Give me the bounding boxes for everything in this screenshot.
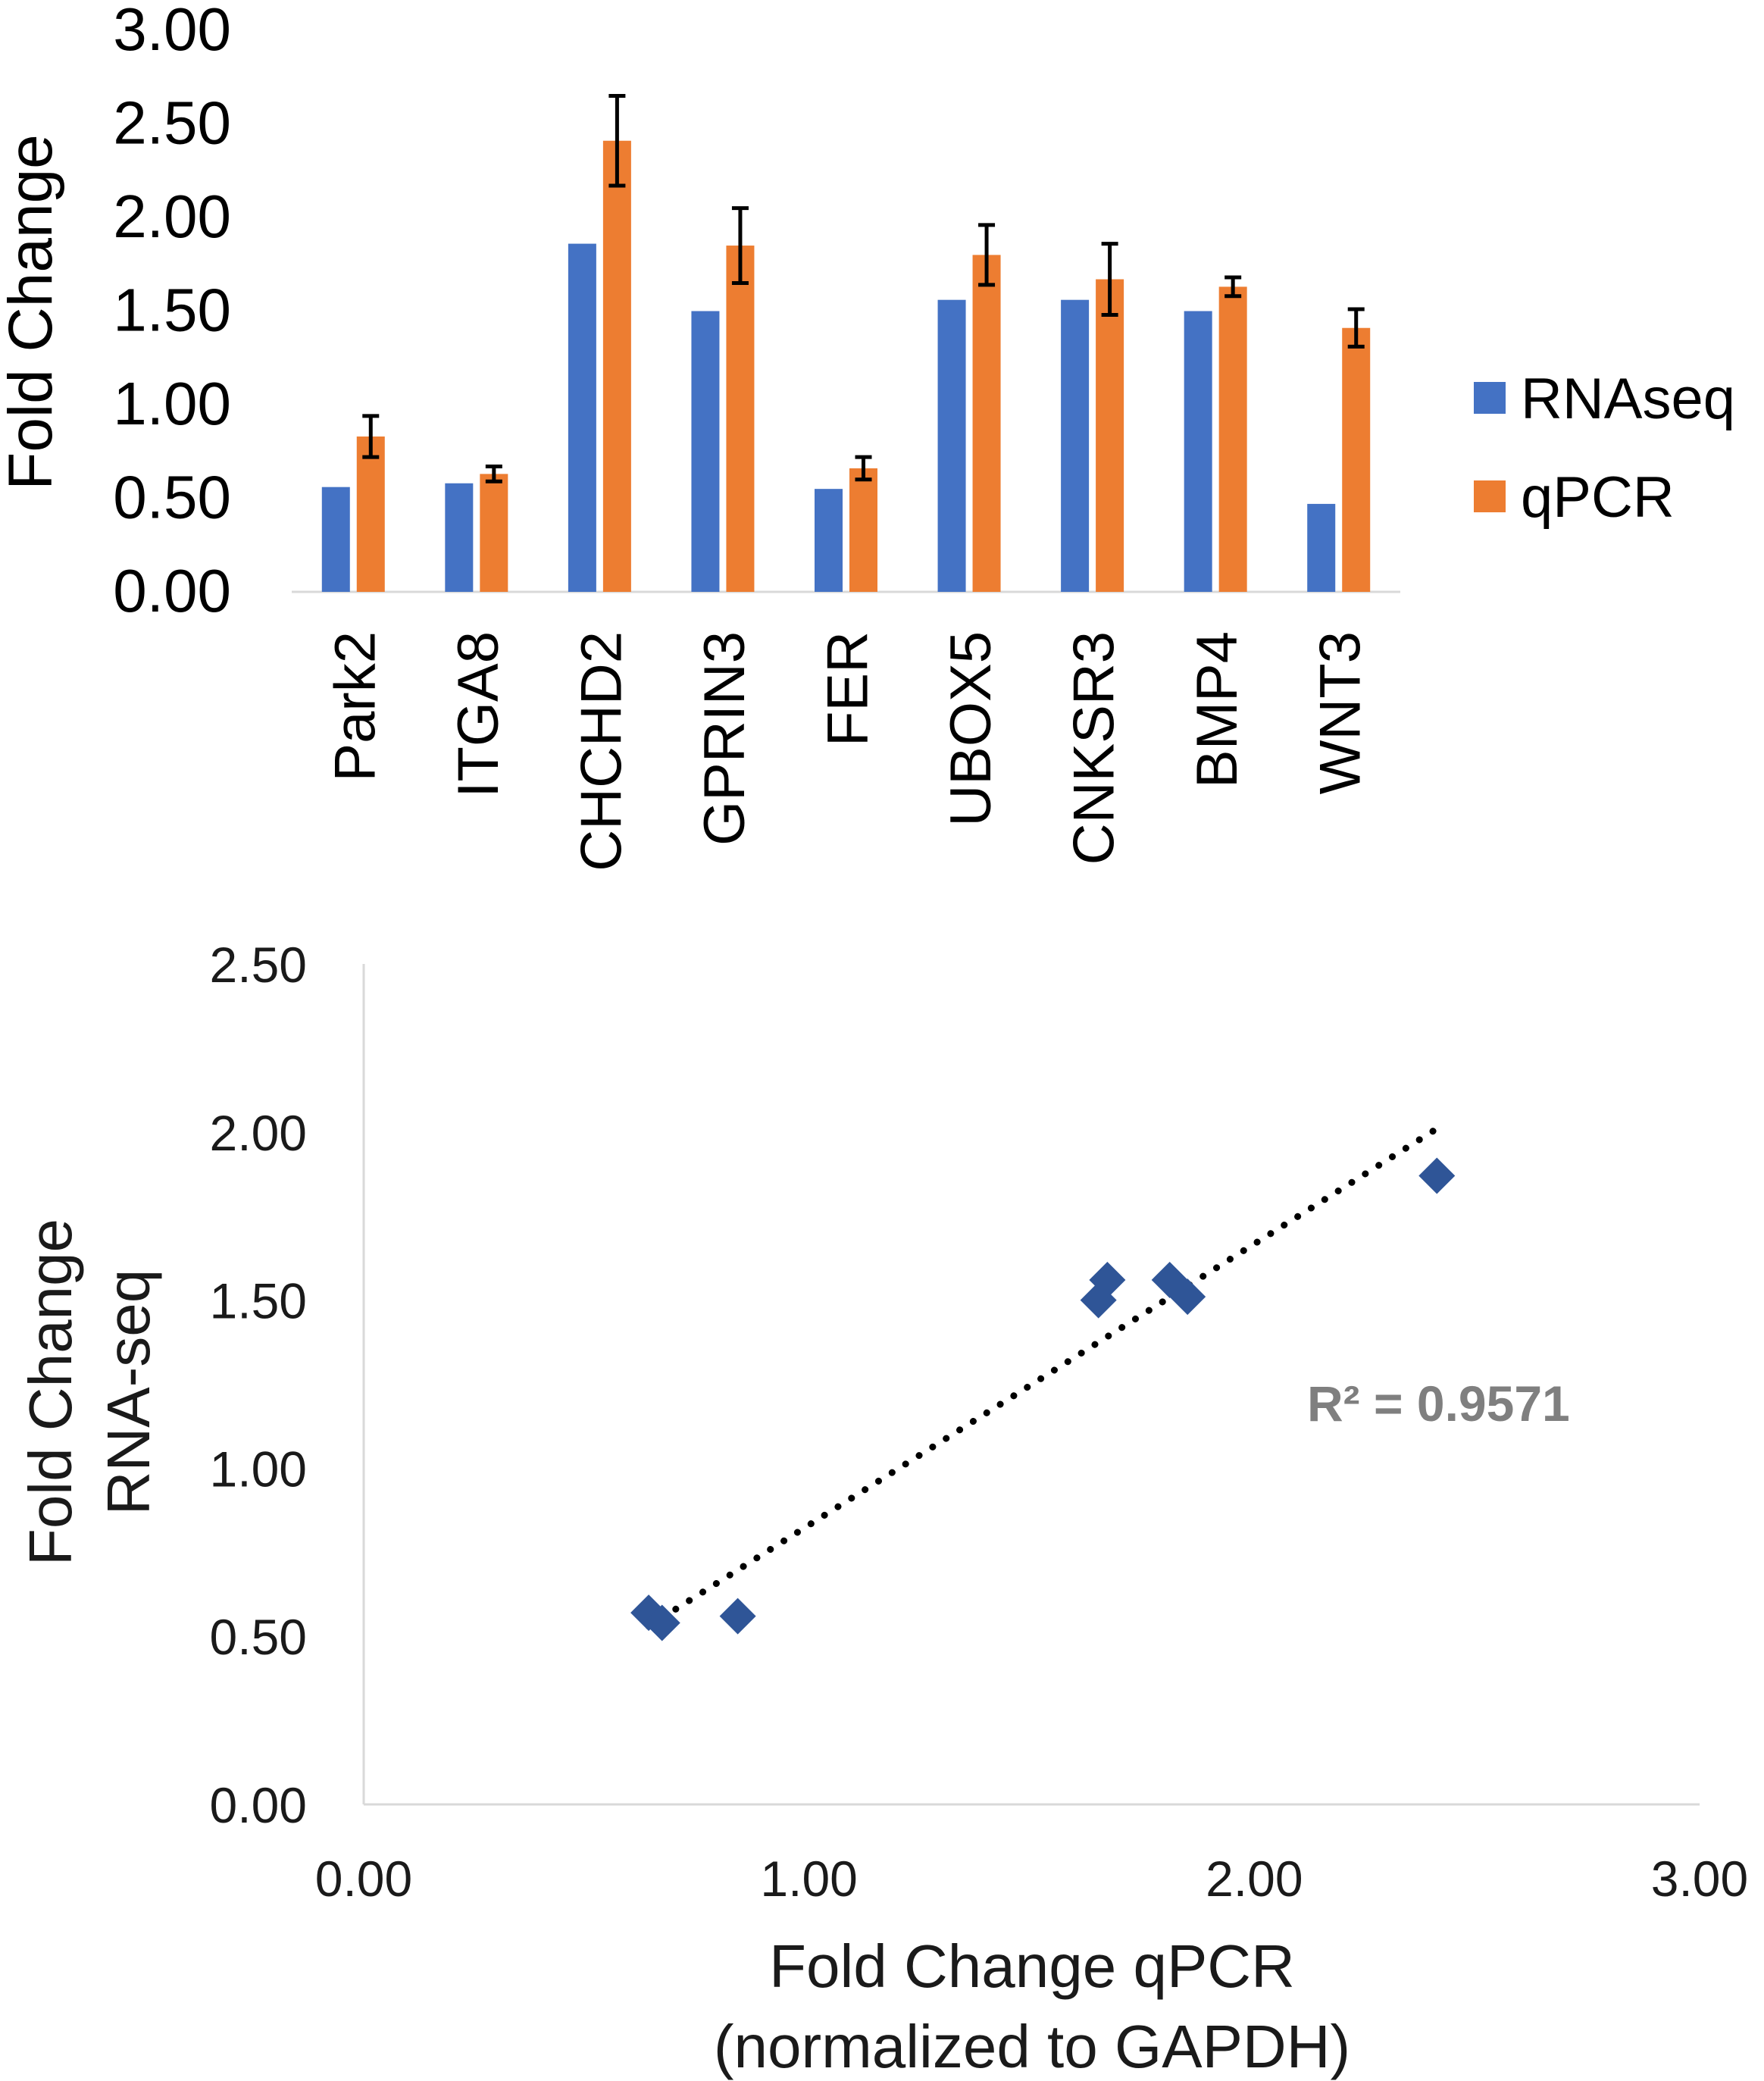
x-tick-label: GPRIN3 — [693, 631, 757, 846]
scatter-point — [719, 1598, 756, 1635]
error-bar — [978, 223, 996, 287]
x-tick-label: ITGA8 — [446, 631, 511, 798]
scatter-chart: 0.00 0.50 1.00 1.50 2.00 2.50 0.00 1.00 2.00 3.00… — [17, 937, 1748, 2080]
r-squared-label: R² = 0.9571 — [1307, 1375, 1570, 1432]
scatter-point — [1169, 1278, 1206, 1316]
bar-qpcr — [1342, 327, 1371, 592]
scatter-point — [1089, 1261, 1126, 1298]
x-tick-label: BMP4 — [1185, 631, 1250, 788]
x-tick-label: 1.00 — [760, 1851, 857, 1907]
bar-qpcr — [356, 436, 385, 592]
error-bar — [608, 93, 626, 188]
x-axis-title-line2: (normalized to GAPDH) — [714, 2013, 1350, 2080]
y-tick-label: 1.00 — [210, 1441, 307, 1497]
y-tick-label: 0.00 — [113, 557, 231, 624]
bar-rnaseq — [691, 311, 720, 592]
legend-label-rnaseq: RNAseq — [1521, 367, 1735, 431]
bar-qpcr — [1096, 279, 1124, 592]
y-tick-label: 2.50 — [210, 937, 307, 993]
bar-rnaseq — [1307, 503, 1336, 592]
y-tick-label: 2.00 — [210, 1105, 307, 1161]
legend-swatch-qpcr — [1474, 480, 1506, 512]
bar-qpcr — [849, 468, 877, 592]
bar-rnaseq — [1184, 311, 1212, 592]
y-tick-label: 3.00 — [113, 0, 231, 63]
bar-rnaseq — [321, 487, 350, 592]
y-tick-label: 1.00 — [113, 370, 231, 437]
y-tick-label: 0.50 — [113, 464, 231, 531]
legend-swatch-rnaseq — [1474, 382, 1506, 414]
error-bar — [731, 206, 749, 285]
x-tick-label: 2.00 — [1206, 1851, 1303, 1907]
y-tick-label: 0.00 — [210, 1777, 307, 1833]
legend-label-qpcr: qPCR — [1521, 465, 1675, 530]
x-tick-label: 3.00 — [1651, 1851, 1748, 1907]
y-axis-title-line1: Fold Change — [17, 1219, 84, 1566]
error-bar — [855, 455, 872, 482]
y-tick-label: 0.50 — [210, 1609, 307, 1665]
scatter-point — [1418, 1157, 1456, 1194]
x-tick-label: FER — [816, 631, 880, 746]
bar-rnaseq — [1061, 299, 1090, 592]
error-bar — [485, 465, 502, 483]
bar-qpcr — [480, 474, 508, 592]
error-bar — [1224, 275, 1242, 299]
bar-rnaseq — [815, 489, 843, 592]
trendline — [645, 1125, 1440, 1630]
bar-chart: 0.00 0.50 1.00 1.50 2.00 2.50 3.00 Fold Change P… — [0, 0, 1735, 872]
y-tick-label: 1.50 — [210, 1273, 307, 1329]
y-axis-title-line2: RNA-seq — [95, 1269, 162, 1516]
x-tick-label: CNKSR3 — [1062, 631, 1127, 865]
x-tick-label: CHCHD2 — [569, 631, 633, 872]
bar-rnaseq — [568, 243, 596, 592]
error-bar — [362, 414, 380, 459]
scatter-point — [643, 1604, 680, 1641]
y-tick-label: 2.50 — [113, 89, 231, 157]
error-bar — [1101, 242, 1118, 317]
bar-qpcr — [972, 255, 1001, 592]
bar-qpcr — [1218, 286, 1247, 592]
x-tick-label: Park2 — [323, 631, 387, 782]
error-bar — [1347, 307, 1365, 349]
x-tick-label: 0.00 — [315, 1851, 412, 1907]
x-tick-label: UBOX5 — [939, 631, 1003, 827]
bar-qpcr — [602, 140, 631, 593]
y-axis-title: Fold Change — [0, 134, 65, 490]
bar-rnaseq — [937, 299, 966, 592]
bar-qpcr — [726, 246, 755, 592]
x-tick-label: WNT3 — [1309, 631, 1373, 794]
y-tick-label: 1.50 — [113, 277, 231, 344]
bar-rnaseq — [445, 483, 474, 592]
y-tick-label: 2.00 — [113, 183, 231, 250]
x-axis-title-line1: Fold Change qPCR — [769, 1932, 1295, 2000]
